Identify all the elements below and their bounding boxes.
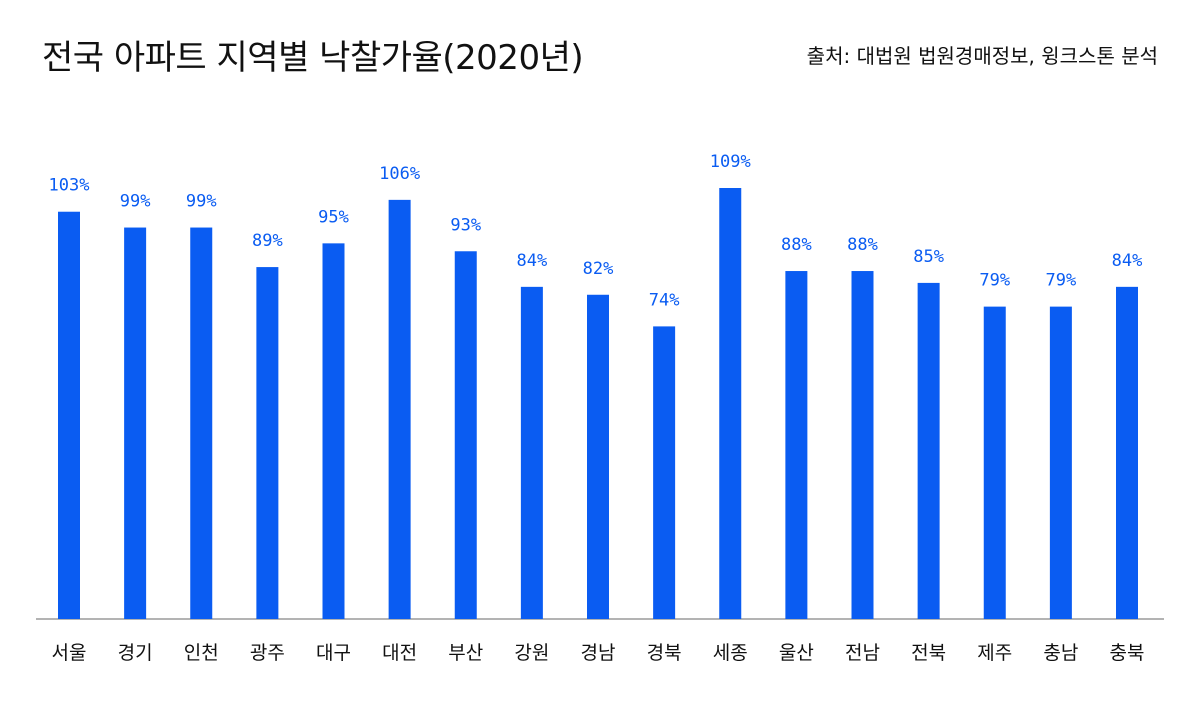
bar-10 bbox=[653, 326, 676, 619]
bar-9 bbox=[587, 294, 609, 619]
bar-1 bbox=[58, 211, 80, 619]
value-label-6: 106% bbox=[379, 164, 420, 184]
category-label-11: 세종 bbox=[713, 642, 748, 664]
value-label-7: 93% bbox=[450, 215, 481, 235]
chart-source: 출처: 대법원 법원경매정보, 윙크스톤 분석 bbox=[806, 44, 1158, 68]
category-label-17: 충북 bbox=[1110, 642, 1145, 664]
bar-15 bbox=[983, 306, 1006, 619]
category-label-12: 울산 bbox=[779, 642, 814, 664]
category-label-3: 인천 bbox=[184, 642, 219, 664]
category-label-8: 강원 bbox=[514, 642, 549, 664]
category-label-group: 서울 경기 인천 광주 대구 대전 부산 강원 경남 경북 세종 울산 전남 전북 제주 충남 충북 bbox=[52, 642, 1145, 664]
value-label-10: 74% bbox=[649, 290, 680, 310]
bar-7 bbox=[454, 251, 477, 619]
category-label-7: 부산 bbox=[448, 642, 483, 664]
bar-14 bbox=[917, 282, 940, 619]
bar-3 bbox=[190, 227, 213, 619]
value-label-2: 99% bbox=[120, 192, 151, 212]
value-label-8: 84% bbox=[517, 251, 548, 271]
bar-13 bbox=[851, 271, 874, 619]
value-label-15: 79% bbox=[979, 271, 1010, 291]
bar-12 bbox=[785, 271, 808, 619]
category-label-5: 대구 bbox=[316, 642, 351, 664]
category-label-16: 충남 bbox=[1043, 642, 1078, 664]
category-label-10: 경북 bbox=[647, 642, 682, 664]
bar-5 bbox=[322, 243, 345, 620]
value-label-3: 99% bbox=[186, 192, 217, 212]
value-label-9: 82% bbox=[583, 259, 614, 279]
category-label-4: 광주 bbox=[250, 642, 285, 664]
value-label-17: 84% bbox=[1112, 251, 1143, 271]
category-label-6: 대전 bbox=[382, 642, 417, 664]
category-label-2: 경기 bbox=[118, 642, 153, 664]
value-label-5: 95% bbox=[318, 207, 349, 227]
value-label-11: 109% bbox=[710, 152, 751, 172]
bar-17 bbox=[1116, 286, 1138, 619]
category-label-14: 전북 bbox=[911, 642, 946, 664]
value-label-13: 88% bbox=[847, 235, 878, 255]
value-label-14: 85% bbox=[913, 247, 944, 267]
category-label-9: 경남 bbox=[581, 642, 616, 664]
bar-4 bbox=[256, 267, 279, 619]
category-label-15: 제주 bbox=[977, 642, 1012, 664]
bar-11 bbox=[719, 188, 742, 619]
value-label-1: 103% bbox=[49, 176, 90, 196]
bar-8 bbox=[520, 286, 543, 619]
value-label-16: 79% bbox=[1046, 271, 1077, 291]
bar-6 bbox=[388, 199, 411, 620]
value-label-group: 103% 99% 99% 89% 95% 106% 93% 84% 82% 74% 109% 88% 8… bbox=[49, 152, 1143, 310]
bar-16 bbox=[1049, 306, 1072, 619]
bar-2 bbox=[124, 227, 147, 619]
chart-title: 전국 아파트 지역별 낙찰가율(2020년) bbox=[42, 38, 584, 78]
value-label-12: 88% bbox=[781, 235, 812, 255]
value-label-4: 89% bbox=[252, 231, 283, 251]
category-label-13: 전남 bbox=[845, 642, 880, 664]
category-label-1: 서울 bbox=[52, 642, 87, 664]
bar-group bbox=[58, 188, 1138, 620]
